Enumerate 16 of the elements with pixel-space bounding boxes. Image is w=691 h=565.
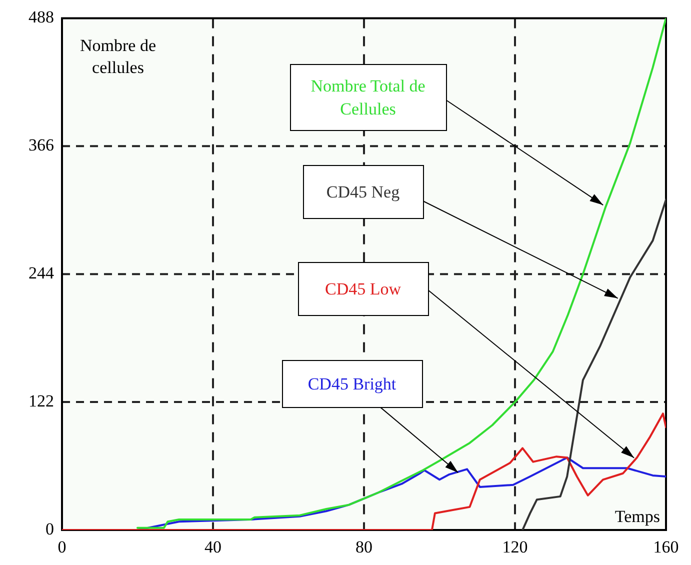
- text: Nombre Total de Cellules: [310, 76, 426, 118]
- x-tick-label: 40: [204, 538, 222, 557]
- y-tick-label: 366: [28, 136, 54, 155]
- x-tick-label: 0: [58, 538, 66, 557]
- y-tick-label: 244: [28, 264, 54, 283]
- y-tick-label: 488: [28, 8, 54, 27]
- y-tick-label: 0: [46, 519, 54, 538]
- x-tick-label: 120: [502, 538, 528, 557]
- y-tick-label: 122: [28, 392, 54, 411]
- text: CD45 Low: [324, 280, 402, 298]
- y-axis-title: Nombre de cellules: [80, 36, 156, 78]
- x-axis-title: Temps: [614, 507, 660, 526]
- text: CD45 Neg: [326, 182, 400, 202]
- x-tick-label: 80: [356, 538, 372, 557]
- x-tick-label: 160: [653, 538, 679, 557]
- text: CD45 Bright: [308, 374, 396, 394]
